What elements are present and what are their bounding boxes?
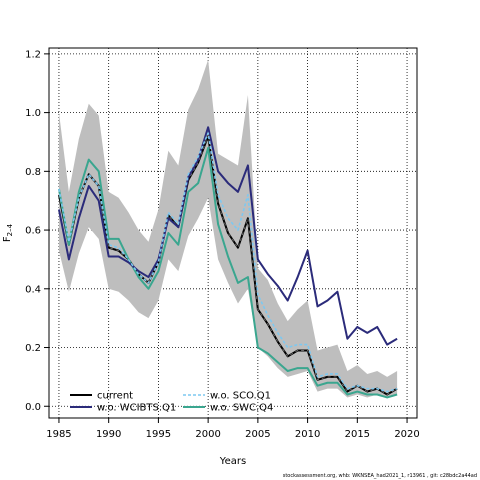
footer-credit: stockassessment.org, whb: WKNSEA_had2021…: [282, 473, 477, 479]
legend-label-2: w.o. SCO.Q1: [210, 391, 271, 402]
x-axis-title: Years: [219, 456, 246, 467]
y-axis-title-main: F: [2, 236, 13, 242]
plot-frame: [48, 47, 418, 419]
x-tick-label: 2005: [245, 429, 270, 440]
y-tick-label: 0.8: [25, 167, 41, 178]
series-line-3: [57, 146, 398, 399]
confidence-band-area: [58, 59, 398, 398]
series-lines: [57, 126, 398, 399]
y-axis-title: F2–4: [2, 223, 14, 242]
series-line-1: [57, 126, 398, 346]
legend-label-1: w.o. WCIBTS.Q1: [97, 403, 176, 414]
legend-label-0: current: [97, 391, 133, 402]
x-tick-label: 2010: [295, 429, 320, 440]
x-tick-label: 2000: [195, 429, 220, 440]
x-tick-label: 2020: [394, 429, 419, 440]
series-line-2: [58, 132, 398, 393]
x-axis: 1985 1990 1995 2000 2005 2010 2015 2020: [46, 418, 420, 440]
y-tick-label: 0.0: [25, 402, 41, 413]
y-tick-label: 0.4: [25, 284, 41, 295]
y-axis: 0.0 0.2 0.4 0.6 0.8 1.0 1.2: [25, 49, 49, 413]
confidence-band: [58, 59, 398, 398]
series-line-0: [57, 135, 398, 396]
y-tick-label: 0.2: [25, 343, 41, 354]
x-tick-label: 1990: [96, 429, 121, 440]
y-axis-title-subscript: 2–4: [6, 223, 14, 236]
legend-label-3: w.o. SWC.Q4: [210, 403, 273, 414]
y-tick-label: 0.6: [25, 226, 41, 237]
y-tick-label: 1.0: [25, 108, 41, 119]
y-tick-label: 1.2: [25, 49, 41, 60]
x-tick-label: 1995: [146, 429, 171, 440]
x-tick-label: 2015: [345, 429, 370, 440]
x-tick-label: 1985: [46, 429, 71, 440]
